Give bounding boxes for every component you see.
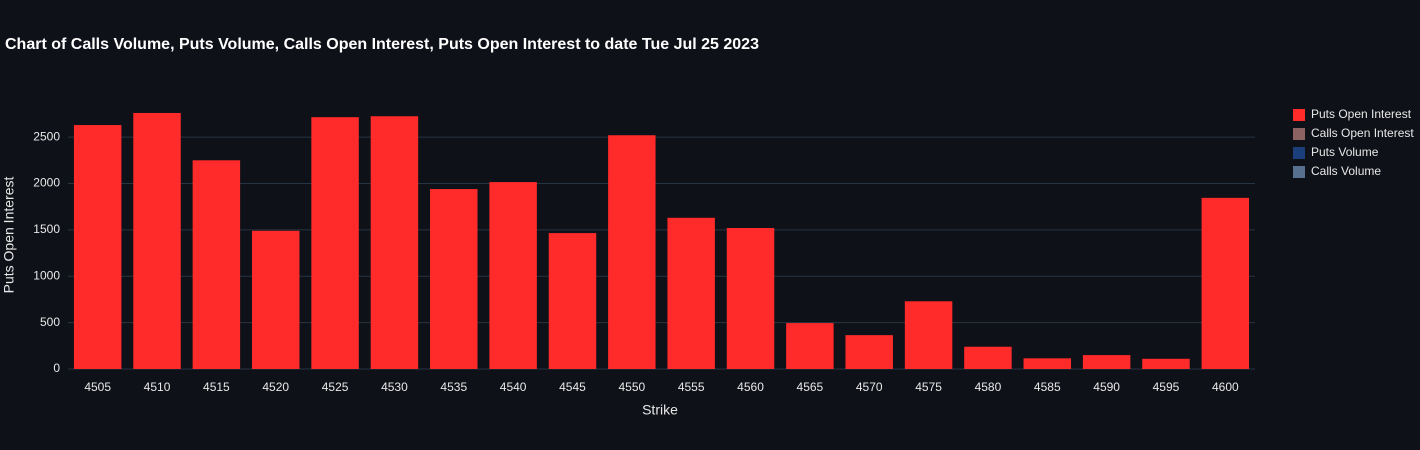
y-tick-label: 1000 [33,268,60,282]
x-tick-label: 4515 [203,380,230,394]
x-tick-label: 4505 [84,380,111,394]
x-tick-label: 4570 [856,380,883,394]
x-tick-label: 4530 [381,380,408,394]
bar [370,116,419,369]
x-tick-label: 4545 [559,380,586,394]
x-tick-label: 4510 [144,380,171,394]
bar [192,160,241,369]
legend-swatch [1293,128,1305,140]
legend-swatch [1293,147,1305,159]
legend-label: Puts Open Interest [1311,107,1412,121]
legend-label: Calls Open Interest [1311,126,1414,140]
x-tick-label: 4580 [975,380,1002,394]
x-tick-label: 4540 [500,380,527,394]
bar [608,135,656,369]
bar [1201,197,1250,369]
bar [311,117,359,370]
legend-label: Calls Volume [1311,164,1381,178]
legend-swatch [1293,109,1305,121]
x-tick-label: 4575 [915,380,942,394]
bar [251,230,300,369]
x-tick-label: 4555 [678,380,705,394]
x-tick-label: 4520 [262,380,289,394]
x-tick-label: 4550 [618,380,645,394]
bar [1142,358,1190,369]
x-tick-label: 4525 [322,380,349,394]
x-tick-label: 4560 [737,380,764,394]
bar [1023,358,1072,369]
y-tick-label: 2000 [33,176,60,190]
bar [845,335,893,369]
bar [667,217,715,369]
bar [786,323,834,369]
bar [73,125,122,369]
y-tick-label: 2500 [33,129,60,143]
y-axis-label: Puts Open Interest [1,177,17,294]
x-tick-label: 4590 [1093,380,1120,394]
bar [904,301,953,369]
bar [430,189,478,369]
bar [964,346,1012,369]
bar [1082,355,1131,369]
x-tick-label: 4535 [440,380,467,394]
x-axis-label: Strike [642,402,678,418]
bar [133,112,181,369]
x-tick-label: 4600 [1212,380,1239,394]
bar [726,228,775,369]
x-tick-label: 4585 [1034,380,1061,394]
bar [548,233,597,369]
legend-label: Puts Volume [1311,145,1379,159]
bar [489,182,537,369]
x-tick-label: 4565 [797,380,824,394]
y-tick-label: 1500 [33,222,60,236]
y-tick-label: 0 [53,361,60,375]
legend-swatch [1293,166,1305,178]
y-tick-label: 500 [40,315,60,329]
chart-title: Chart of Calls Volume, Puts Volume, Call… [5,36,759,53]
x-tick-label: 4595 [1153,380,1180,394]
